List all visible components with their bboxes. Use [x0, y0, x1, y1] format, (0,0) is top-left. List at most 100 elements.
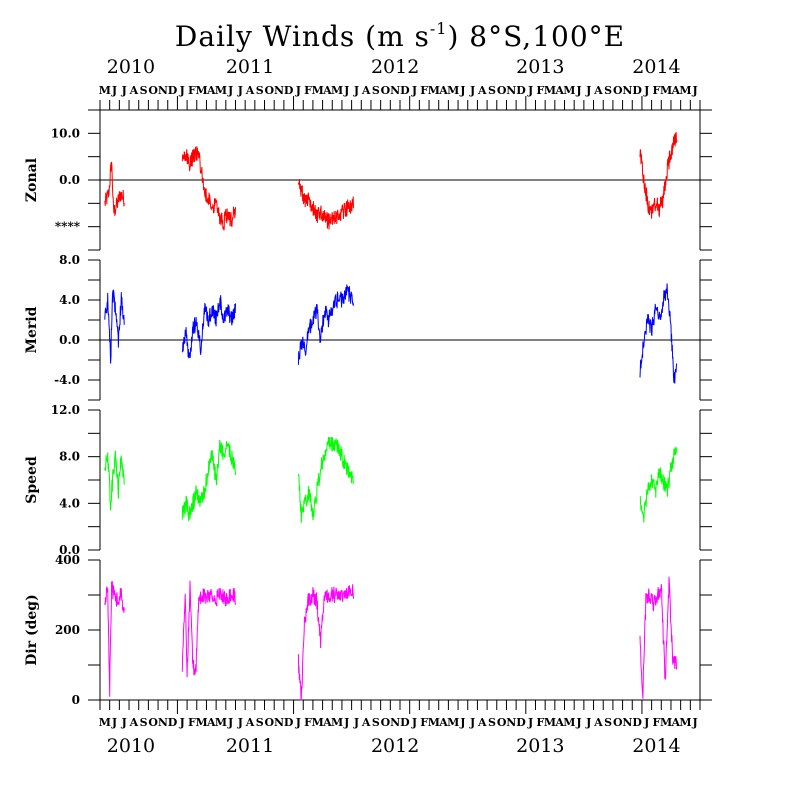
year-label-bottom: 2012	[371, 735, 419, 757]
chart-panels: 10.0 0.0 **** Zonal 8.0 4.0 0.0 -4.0 Merid 12.0 8.…	[24, 96, 712, 714]
month-label-bottom: N	[622, 716, 632, 729]
month-label-bottom: N	[274, 716, 284, 729]
month-label-top: S	[372, 84, 380, 97]
month-label-bottom: A	[438, 716, 448, 729]
month-label-bottom: A	[477, 716, 487, 729]
month-label-top: O	[497, 84, 507, 97]
month-label-bottom: S	[256, 716, 264, 729]
month-label-top: M	[563, 84, 575, 97]
month-label-top: J	[227, 84, 233, 97]
year-label-bottom: 2011	[226, 735, 274, 757]
month-label-bottom: O	[265, 716, 275, 729]
month-label-bottom: F	[536, 716, 544, 729]
month-label-bottom: J	[459, 716, 465, 729]
month-label-top: J	[111, 84, 117, 97]
month-label-top: A	[129, 84, 139, 97]
month-label-bottom: J	[227, 716, 233, 729]
month-label-top: S	[256, 84, 264, 97]
year-labels-top: 2010 2011 2012 2013 2014	[107, 56, 681, 78]
month-label-bottom: D	[516, 716, 526, 729]
series-line-zonal	[181, 146, 236, 231]
month-label-bottom: F	[304, 716, 312, 729]
month-label-bottom: O	[613, 716, 623, 729]
series-line-speed	[104, 450, 125, 511]
month-label-top: S	[488, 84, 496, 97]
series-line-zonal	[104, 161, 125, 217]
month-label-top: A	[593, 84, 603, 97]
month-label-bottom: J	[692, 716, 698, 729]
month-label-top: A	[361, 84, 371, 97]
month-label-bottom: A	[322, 716, 332, 729]
month-label-bottom: A	[671, 716, 681, 729]
year-label-top: 2014	[632, 56, 680, 78]
month-label-top: A	[438, 84, 448, 97]
month-label-bottom: O	[497, 716, 507, 729]
month-label-top: J	[179, 84, 185, 97]
series-line-meridional	[297, 284, 354, 365]
month-label-top: J	[527, 84, 533, 97]
month-label-top: M	[544, 84, 556, 97]
month-label-top: M	[312, 84, 324, 97]
month-label-top: S	[604, 84, 612, 97]
month-label-bottom: N	[158, 716, 168, 729]
month-label-top: N	[274, 84, 284, 97]
month-label-top: J	[237, 84, 243, 97]
y-tick-label: 8.0	[59, 253, 80, 267]
y-tick-label: 10.0	[51, 126, 80, 140]
month-label-bottom: J	[237, 716, 243, 729]
month-label-bottom: M	[312, 716, 324, 729]
year-label-top: 2012	[371, 56, 419, 78]
month-label-bottom: F	[420, 716, 428, 729]
year-label-top: 2013	[516, 56, 564, 78]
month-label-bottom: M	[544, 716, 556, 729]
month-label-bottom: J	[411, 716, 417, 729]
y-tick-label: 0.0	[59, 333, 80, 347]
month-label-bottom: A	[554, 716, 564, 729]
month-label-bottom: J	[179, 716, 185, 729]
month-label-top: D	[400, 84, 410, 97]
y-tick-label: 200	[55, 623, 80, 637]
month-label-bottom: A	[129, 716, 139, 729]
series-line-direction	[181, 580, 236, 678]
month-label-bottom: J	[353, 716, 359, 729]
month-label-top: D	[632, 84, 642, 97]
series-line-meridional	[639, 283, 678, 384]
y-tick-label: 12.0	[51, 403, 80, 417]
series-line-speed	[639, 446, 678, 523]
series-line-direction	[104, 581, 125, 697]
y-tick-label: 400	[55, 553, 80, 567]
month-label-bottom: A	[593, 716, 603, 729]
month-label-bottom: J	[121, 716, 127, 729]
month-label-top: J	[692, 84, 698, 97]
y-tick-label: -4.0	[54, 373, 80, 387]
series-line-zonal	[297, 178, 354, 230]
month-label-top: A	[671, 84, 681, 97]
month-label-top: M	[196, 84, 208, 97]
month-label-bottom: A	[206, 716, 216, 729]
month-label-top: J	[353, 84, 359, 97]
month-label-bottom: N	[390, 716, 400, 729]
month-label-bottom: D	[400, 716, 410, 729]
month-label-bottom: M	[660, 716, 672, 729]
month-label-bottom: M	[679, 716, 691, 729]
month-label-bottom: J	[575, 716, 581, 729]
month-label-top: J	[343, 84, 349, 97]
month-label-top: O	[613, 84, 623, 97]
month-label-top: M	[447, 84, 459, 97]
y-tick-label: 0.0	[59, 173, 80, 187]
month-label-bottom: J	[643, 716, 649, 729]
y-axis-label: Dir (deg)	[24, 594, 40, 665]
panel-zonal: 10.0 0.0 **** Zonal	[24, 109, 712, 251]
month-label-top: J	[295, 84, 301, 97]
month-label-bottom: J	[343, 716, 349, 729]
month-label-bottom: A	[245, 716, 255, 729]
month-label-top: N	[158, 84, 168, 97]
month-label-top: A	[206, 84, 216, 97]
year-label-bottom: 2013	[516, 735, 564, 757]
month-label-bottom: O	[381, 716, 391, 729]
month-label-bottom: M	[196, 716, 208, 729]
series-line-meridional	[181, 295, 236, 359]
month-label-top: J	[121, 84, 127, 97]
